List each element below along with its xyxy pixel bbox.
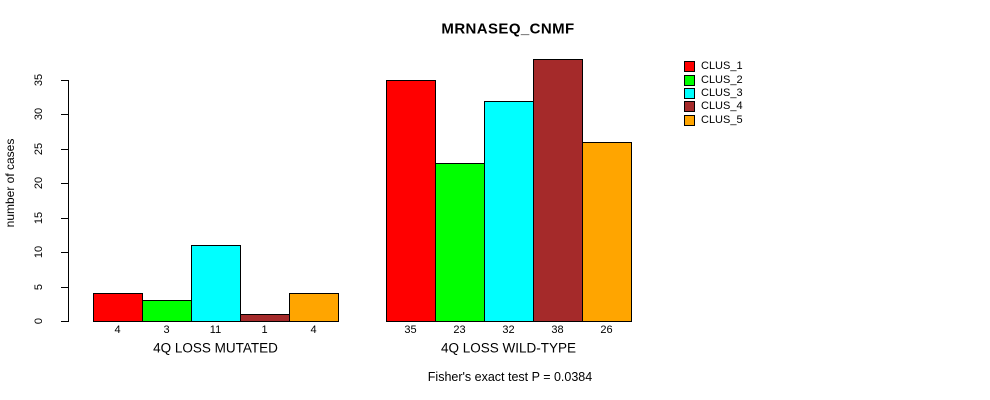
y-tick-label: 5 (33, 283, 45, 290)
bar-clus_2 (142, 300, 192, 322)
legend-label: CLUS_2 (701, 73, 743, 86)
bar-clus_5 (289, 293, 339, 322)
legend-label: CLUS_3 (701, 86, 743, 99)
x-group-label: 4Q LOSS MUTATED (153, 340, 278, 356)
legend-swatch-icon (684, 114, 695, 126)
y-tick (61, 286, 68, 288)
y-tick (61, 148, 68, 150)
y-tick (61, 217, 68, 219)
y-tick (61, 80, 68, 81)
y-axis-line (68, 80, 69, 322)
bar-value-label: 3 (163, 324, 170, 336)
x-group-label: 4Q LOSS WILD-TYPE (440, 340, 577, 356)
bar-value-label: 32 (502, 324, 515, 336)
y-tick (61, 321, 68, 322)
bar-clus_2 (435, 162, 485, 322)
y-axis-label: number of cases (3, 138, 17, 228)
bar-value-label: 26 (600, 324, 613, 336)
fisher-test-caption: Fisher's exact test P = 0.0384 (427, 370, 593, 384)
bar-clus_3 (484, 100, 534, 322)
legend: CLUS_1 CLUS_2 CLUS_3 CLUS_4 CLUS_5 (684, 60, 743, 127)
y-tick-label: 15 (33, 211, 45, 224)
bar-clus_1 (93, 293, 143, 322)
bar-value-label: 23 (453, 324, 466, 336)
bar-value-label: 4 (310, 324, 317, 336)
legend-label: CLUS_4 (701, 100, 743, 113)
bar-value-label: 35 (404, 324, 417, 336)
chart-title: MRNASEQ_CNMF (441, 20, 575, 38)
bar-clus_5 (582, 141, 632, 322)
legend-swatch-icon (684, 74, 695, 86)
y-tick (61, 252, 68, 254)
legend-item: CLUS_5 (684, 114, 743, 127)
y-tick-label: 35 (33, 73, 45, 87)
y-tick-label: 25 (33, 142, 45, 155)
y-tick-label: 30 (33, 108, 45, 121)
legend-item: CLUS_3 (684, 87, 743, 100)
legend-item: CLUS_2 (684, 73, 743, 86)
y-tick-label: 0 (33, 317, 45, 325)
bar-clus_4 (533, 59, 583, 322)
bar-value-label: 11 (209, 324, 222, 336)
bar-value-label: 38 (551, 324, 564, 336)
legend-swatch-icon (684, 87, 695, 99)
legend-item: CLUS_4 (684, 100, 743, 113)
legend-item: CLUS_1 (684, 60, 743, 73)
legend-swatch-icon (684, 61, 695, 73)
bar-clus_1 (386, 80, 436, 322)
legend-swatch-icon (684, 101, 695, 113)
bar-value-label: 1 (261, 324, 268, 336)
y-tick (61, 183, 68, 185)
legend-label: CLUS_1 (701, 60, 743, 73)
y-tick-label: 10 (33, 246, 45, 259)
bar-clus_3 (191, 245, 241, 322)
y-tick-label: 20 (33, 177, 45, 190)
bar-value-label: 4 (114, 324, 121, 336)
y-tick (61, 114, 68, 116)
bar-clus_4 (240, 314, 290, 322)
legend-label: CLUS_5 (701, 113, 743, 126)
